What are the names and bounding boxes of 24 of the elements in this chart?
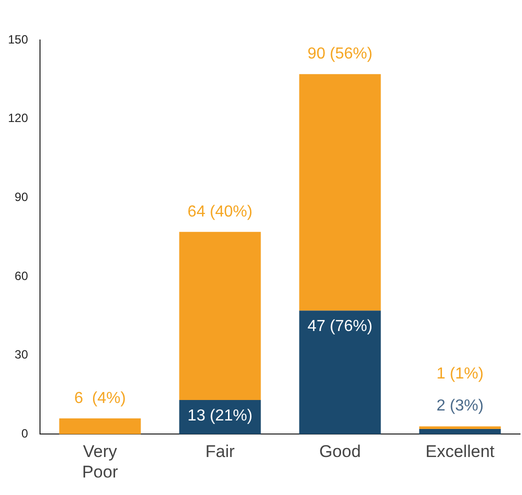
data-label: 1 (1%): [436, 366, 484, 383]
data-label: 90 (56%): [308, 46, 372, 63]
bar: [59, 418, 141, 434]
data-label: 6 (4%): [74, 390, 126, 407]
bar: [299, 310, 381, 434]
bar: [179, 400, 261, 434]
bar: [179, 232, 261, 400]
data-label: 47 (76%): [308, 318, 372, 336]
bar: [299, 74, 381, 311]
x-tick-label: Fair: [205, 442, 235, 462]
data-label: 2 (3%): [436, 398, 484, 415]
y-tick-label: 150: [8, 32, 28, 46]
data-label: 13 (21%): [188, 407, 252, 424]
y-tick-label: 30: [14, 348, 28, 362]
data-label: 64 (40%): [188, 203, 252, 220]
x-tick-label: Excellent: [426, 442, 495, 462]
bar: [419, 428, 501, 434]
bar: [419, 426, 501, 429]
x-tick-label: Good: [319, 442, 361, 462]
y-tick-label: 90: [14, 190, 28, 204]
y-tick-label: 120: [8, 111, 28, 126]
y-tick-label: 60: [14, 268, 28, 283]
x-tick-label: Very Poor: [82, 442, 118, 482]
y-tick-label: 0: [21, 426, 28, 441]
